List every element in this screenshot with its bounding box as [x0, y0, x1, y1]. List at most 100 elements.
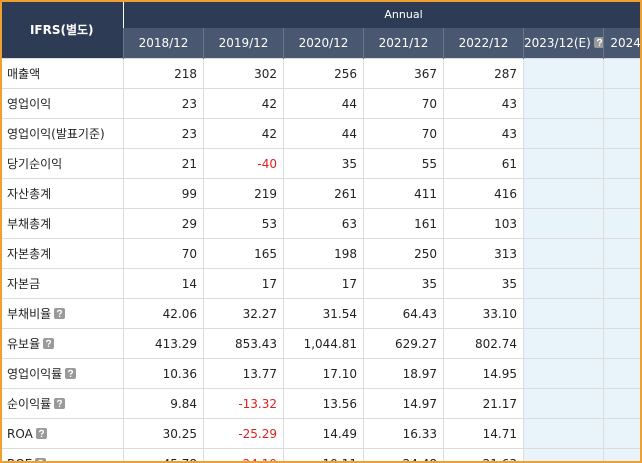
- row-label-cell: 부채총계: [0, 208, 124, 239]
- value-cell: 198: [283, 238, 364, 269]
- value-cell: 10.36: [123, 358, 204, 389]
- estimate-cell: [602, 388, 642, 419]
- row-label: 자본총계: [7, 247, 52, 261]
- table-row: 당기순이익 21 -40 35 55 61: [0, 148, 642, 179]
- value-cell: 411: [363, 178, 444, 209]
- column-label: 2022/12: [458, 36, 509, 50]
- value-cell: 17: [203, 268, 284, 299]
- value-cell: 367: [363, 58, 444, 89]
- column-header: 2021/12: [363, 28, 444, 59]
- row-label: 영업이익: [7, 97, 52, 111]
- value-cell: 16.33: [363, 418, 444, 449]
- estimate-cell: [523, 268, 604, 299]
- value-cell: 33.10: [443, 298, 524, 329]
- value-cell: 21: [123, 148, 204, 179]
- value-cell: 19.11: [283, 448, 364, 463]
- value-cell: 250: [363, 238, 444, 269]
- value-cell: 14.97: [363, 388, 444, 419]
- value-cell: 44: [283, 118, 364, 149]
- row-label: ROE: [7, 457, 32, 463]
- column-header: 2022/12: [443, 28, 524, 59]
- help-icon: [54, 398, 66, 409]
- estimate-cell: [602, 118, 642, 149]
- estimate-cell: [602, 448, 642, 463]
- value-cell: -13.32: [203, 388, 284, 419]
- estimate-cell: [523, 208, 604, 239]
- table-row: 유보율 413.29 853.43 1,044.81 629.27 802.74: [0, 328, 642, 359]
- row-label-cell: 매출액: [0, 58, 124, 89]
- header-group: Annual: [123, 0, 642, 28]
- row-label-cell: 자본총계: [0, 238, 124, 269]
- estimate-cell: [523, 148, 604, 179]
- value-cell: 23: [123, 118, 204, 149]
- estimate-cell: [523, 178, 604, 209]
- value-cell: 853.43: [203, 328, 284, 359]
- row-label-cell: 영업이익률: [0, 358, 124, 389]
- value-cell: 45.78: [123, 448, 204, 463]
- estimate-cell: [523, 418, 604, 449]
- row-label-cell: 순이익률: [0, 388, 124, 419]
- table-row: 영업이익률 10.36 13.77 17.10 18.97 14.95: [0, 358, 642, 389]
- estimate-cell: [602, 148, 642, 179]
- value-cell: 23: [123, 88, 204, 119]
- value-cell: -24.19: [203, 448, 284, 463]
- table-row: ROE 45.78-24.1919.1124.4821.63: [0, 448, 642, 463]
- row-label: 유보율: [7, 337, 41, 351]
- value-cell: 17.10: [283, 358, 364, 389]
- value-cell: 256: [283, 58, 364, 89]
- table-row: 자산총계 99 219 261 411 416: [0, 178, 642, 209]
- row-label: 영업이익(발표기준): [7, 127, 105, 141]
- value-cell: 13.56: [283, 388, 364, 419]
- row-label: 당기순이익: [7, 157, 63, 171]
- value-cell: 32.27: [203, 298, 284, 329]
- row-label: 영업이익률: [7, 367, 63, 381]
- value-cell: 61: [443, 148, 524, 179]
- value-cell: 14.49: [283, 418, 364, 449]
- table-row: 순이익률 9.84 -13.32 13.56 14.97 21.17: [0, 388, 642, 419]
- value-cell: 43: [443, 118, 524, 149]
- value-cell: 24.48: [363, 448, 444, 463]
- row-label: 순이익률: [7, 397, 52, 411]
- column-label: 2023/12(E): [524, 36, 591, 50]
- estimate-cell: [602, 298, 642, 329]
- estimate-cell: [523, 118, 604, 149]
- estimate-cell: [523, 388, 604, 419]
- value-cell: 44: [283, 88, 364, 119]
- value-cell: 35: [283, 148, 364, 179]
- help-icon: [65, 368, 77, 379]
- value-cell: 35: [363, 268, 444, 299]
- value-cell: 31.54: [283, 298, 364, 329]
- value-cell: -25.29: [203, 418, 284, 449]
- value-cell: 35: [443, 268, 524, 299]
- table-row: 영업이익(발표기준) 23 42 44 70 43: [0, 118, 642, 149]
- estimate-cell: [523, 238, 604, 269]
- estimate-cell: [602, 208, 642, 239]
- value-cell: 70: [363, 88, 444, 119]
- column-header: 2019/12: [203, 28, 284, 59]
- estimate-cell: [602, 88, 642, 119]
- estimate-cell: [523, 88, 604, 119]
- value-cell: 42: [203, 118, 284, 149]
- value-cell: 802.74: [443, 328, 524, 359]
- value-cell: 218: [123, 58, 204, 89]
- value-cell: 30.25: [123, 418, 204, 449]
- header-title: IFRS(별도): [0, 0, 124, 59]
- help-icon: [593, 37, 604, 48]
- help-icon: [35, 457, 47, 463]
- row-label-cell: 영업이익: [0, 88, 124, 119]
- value-cell: 416: [443, 178, 524, 209]
- estimate-cell: [523, 58, 604, 89]
- estimate-cell: [523, 328, 604, 359]
- row-label-cell: 유보율: [0, 328, 124, 359]
- value-cell: 21.63: [443, 448, 524, 463]
- value-cell: 313: [443, 238, 524, 269]
- value-cell: 14.95: [443, 358, 524, 389]
- value-cell: 219: [203, 178, 284, 209]
- help-icon: [43, 338, 55, 349]
- row-label: 매출액: [7, 67, 41, 81]
- value-cell: 165: [203, 238, 284, 269]
- value-cell: 42: [203, 88, 284, 119]
- estimate-cell: [523, 358, 604, 389]
